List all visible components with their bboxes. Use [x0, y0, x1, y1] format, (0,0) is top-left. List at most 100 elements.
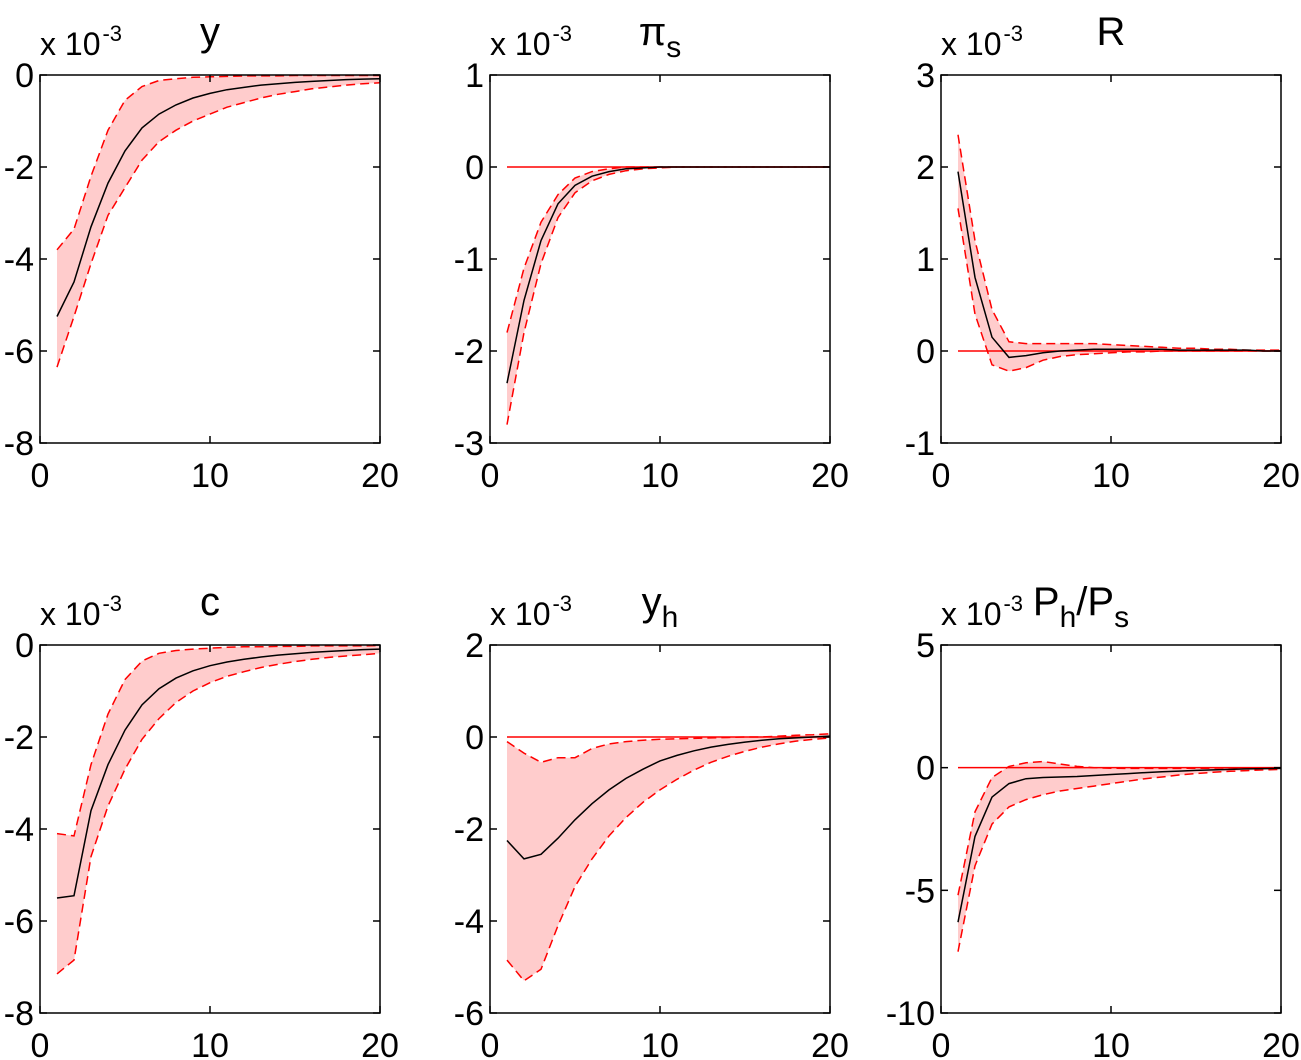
x-tick-label: 10 — [1092, 1027, 1130, 1060]
axes-box — [940, 74, 1282, 444]
y-tick-label: -2 — [4, 719, 34, 757]
panel-title: πs — [639, 10, 682, 64]
confidence-band — [507, 733, 830, 981]
y-tick-label: 1 — [916, 241, 935, 279]
title-subscript: h — [1060, 601, 1077, 634]
title-subscript: s — [666, 31, 681, 64]
y-tick-label: -3 — [454, 425, 484, 463]
y-tick-label: -4 — [454, 903, 484, 941]
x-tick-label: 10 — [641, 1027, 679, 1060]
exponent-power: -3 — [102, 21, 122, 46]
x-tick-label: 10 — [191, 1027, 229, 1060]
y-tick-label: -2 — [454, 333, 484, 371]
exponent-base: x 10 — [941, 26, 1001, 62]
y-tick-label: -8 — [4, 995, 34, 1033]
upper-bound-line — [506, 733, 831, 764]
confidence-band — [57, 645, 380, 974]
y-tick-label: -6 — [4, 903, 34, 941]
lower-bound-line — [957, 208, 1281, 372]
exponent-base: x 10 — [490, 26, 550, 62]
x-tick-label: 20 — [811, 457, 849, 495]
x-tick-label: 20 — [1262, 1027, 1300, 1060]
confidence-band — [507, 167, 830, 425]
chart-panel-4: 0 10 20 0 -2 -4 -6 -8 x 10-3 c — [4, 580, 399, 1060]
confidence-band — [57, 75, 380, 368]
y-tick-label: 2 — [916, 149, 935, 187]
title-subscript: s — [1114, 601, 1129, 634]
median-response-line — [957, 767, 1282, 923]
title-text: /P — [1076, 580, 1114, 624]
y-tick-label: -1 — [454, 241, 484, 279]
x-tick-label: 20 — [361, 1027, 399, 1060]
upper-bound-line — [506, 166, 830, 333]
confidence-band — [958, 761, 1281, 952]
median-response-line — [506, 166, 830, 384]
y-tick-label: -6 — [4, 333, 34, 371]
panel-title: c — [200, 580, 220, 624]
exponent-power: -3 — [102, 591, 122, 616]
exponent-power: -3 — [1003, 21, 1023, 46]
x-tick-label: 0 — [932, 457, 951, 495]
panel-title: Ph/Ps — [1033, 580, 1129, 634]
lower-bound-line — [957, 768, 1282, 952]
y-tick-label: -10 — [886, 995, 935, 1033]
x-tick-label: 10 — [191, 457, 229, 495]
median-response-line — [56, 648, 381, 899]
exponent-base: x 10 — [490, 596, 550, 632]
x-tick-label: 0 — [481, 457, 500, 495]
x-tick-label: 10 — [1092, 457, 1130, 495]
panel-title: yh — [642, 580, 679, 634]
x-tick-label: 10 — [641, 457, 679, 495]
axis-exponent-label: x 10-3 — [941, 591, 1023, 632]
y-tick-label: -5 — [905, 872, 935, 910]
confidence-band — [958, 134, 1281, 372]
lower-bound-line — [56, 652, 381, 975]
y-tick-label: -6 — [454, 995, 484, 1033]
exponent-base: x 10 — [40, 596, 100, 632]
median-response-line — [56, 77, 381, 317]
exponent-power: -3 — [1003, 591, 1023, 616]
y-tick-label: 2 — [465, 627, 484, 665]
upper-bound-line — [957, 134, 1281, 351]
y-tick-label: -2 — [4, 149, 34, 187]
x-tick-label: 0 — [932, 1027, 951, 1060]
axes-box — [940, 644, 1282, 1014]
axis-exponent-label: x 10-3 — [941, 21, 1023, 62]
x-tick-label: 20 — [811, 1027, 849, 1060]
y-tick-label: -4 — [4, 241, 34, 279]
median-response-line — [957, 171, 1281, 359]
title-text: c — [200, 580, 220, 624]
title-text: y — [200, 10, 220, 54]
median-response-line — [506, 735, 831, 860]
y-tick-label: 0 — [15, 57, 34, 95]
y-tick-label: -4 — [4, 811, 34, 849]
axis-exponent-label: x 10-3 — [490, 21, 572, 62]
y-tick-label: -2 — [454, 811, 484, 849]
exponent-base: x 10 — [941, 596, 1001, 632]
title-subscript: h — [662, 601, 679, 634]
upper-bound-line — [56, 644, 381, 837]
axis-exponent-label: x 10-3 — [40, 591, 122, 632]
chart-panel-1: 0 10 20 0 -2 -4 -6 -8 x 10-3 y — [4, 10, 399, 495]
y-tick-label: 0 — [465, 149, 484, 187]
y-tick-label: 0 — [465, 719, 484, 757]
y-tick-label: -1 — [905, 425, 935, 463]
axis-exponent-label: x 10-3 — [490, 591, 572, 632]
title-text: π — [639, 10, 667, 54]
title-text: P — [1033, 580, 1060, 624]
upper-bound-line — [957, 760, 1281, 896]
x-tick-label: 0 — [31, 1027, 50, 1060]
y-tick-label: 1 — [465, 57, 484, 95]
y-tick-label: 0 — [916, 333, 935, 371]
x-tick-label: 20 — [361, 457, 399, 495]
x-tick-label: 20 — [1262, 457, 1300, 495]
y-tick-label: 3 — [916, 57, 935, 95]
exponent-power: -3 — [552, 591, 572, 616]
panel-title: R — [1097, 10, 1126, 54]
exponent-power: -3 — [552, 21, 572, 46]
title-text: R — [1097, 10, 1126, 54]
